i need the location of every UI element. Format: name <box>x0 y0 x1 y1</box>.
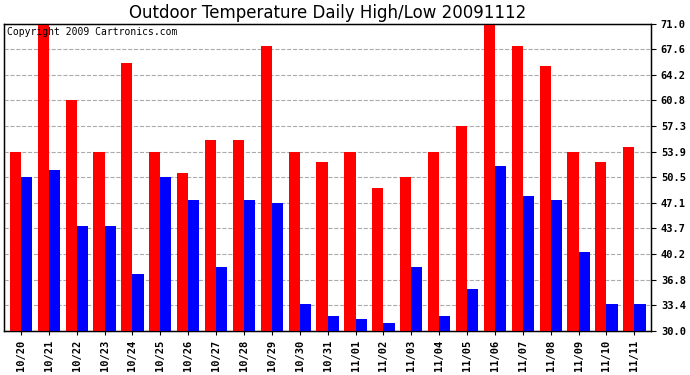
Bar <box>121 63 132 330</box>
Bar <box>355 320 366 330</box>
Bar <box>132 274 144 330</box>
Bar <box>160 177 172 330</box>
Bar <box>551 200 562 330</box>
Bar <box>272 203 283 330</box>
Bar <box>328 316 339 330</box>
Bar <box>595 162 607 330</box>
Bar <box>93 152 105 330</box>
Bar <box>634 304 646 330</box>
Bar <box>21 177 32 330</box>
Bar <box>38 24 49 330</box>
Bar <box>188 200 199 330</box>
Bar <box>384 323 395 330</box>
Bar <box>495 166 506 330</box>
Bar <box>205 140 216 330</box>
Bar <box>299 304 311 330</box>
Bar <box>261 46 272 330</box>
Bar <box>105 226 116 330</box>
Bar <box>523 196 534 330</box>
Bar <box>66 100 77 330</box>
Bar <box>623 147 634 330</box>
Bar <box>567 152 579 330</box>
Bar <box>467 290 478 330</box>
Bar <box>439 316 451 330</box>
Bar <box>177 173 188 330</box>
Bar <box>411 267 422 330</box>
Bar <box>456 126 467 330</box>
Bar <box>317 162 328 330</box>
Bar <box>288 152 299 330</box>
Bar <box>77 226 88 330</box>
Bar <box>540 66 551 330</box>
Bar <box>373 188 384 330</box>
Text: Copyright 2009 Cartronics.com: Copyright 2009 Cartronics.com <box>8 27 178 37</box>
Bar <box>579 252 590 330</box>
Bar <box>149 152 160 330</box>
Bar <box>216 267 227 330</box>
Bar <box>244 200 255 330</box>
Bar <box>400 177 411 330</box>
Bar <box>10 152 21 330</box>
Bar <box>607 304 618 330</box>
Bar <box>512 46 523 330</box>
Bar <box>484 24 495 330</box>
Title: Outdoor Temperature Daily High/Low 20091112: Outdoor Temperature Daily High/Low 20091… <box>129 4 526 22</box>
Bar <box>428 152 439 330</box>
Bar <box>233 140 244 330</box>
Bar <box>49 170 60 330</box>
Bar <box>344 152 355 330</box>
